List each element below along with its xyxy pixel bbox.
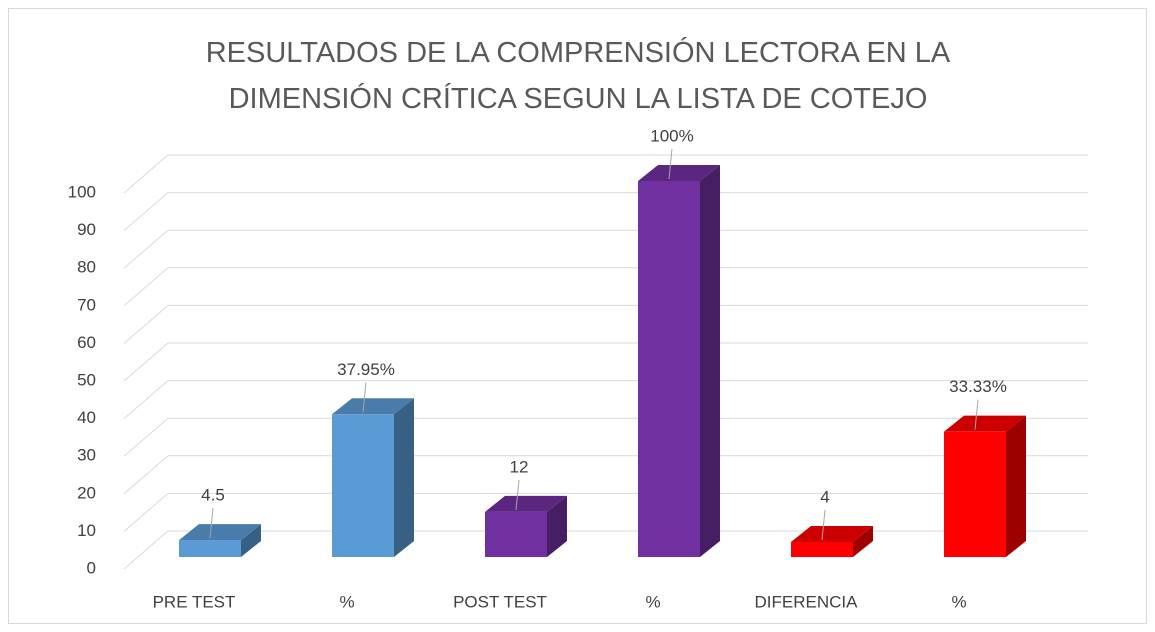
x-tick-label: PRE TEST: [153, 592, 236, 611]
leader-line: [362, 382, 367, 413]
grid-line: [123, 305, 169, 344]
value-label: 100%: [650, 126, 693, 145]
y-tick-label: 30: [77, 446, 96, 465]
leader-line: [209, 508, 214, 539]
bar-side: [853, 525, 873, 557]
bar: [638, 165, 720, 557]
x-tick-label: %: [951, 592, 966, 611]
leader-line: [974, 399, 979, 430]
grid-line: [123, 380, 169, 419]
bar: [944, 415, 1026, 557]
bar-front: [944, 431, 1006, 557]
y-tick-label: 60: [77, 333, 96, 352]
y-tick-label: 0: [87, 558, 96, 577]
grid-line: [123, 342, 169, 382]
value-label: 4: [820, 487, 829, 506]
bar-side: [394, 398, 414, 557]
grid-line: [123, 192, 169, 231]
grid-line: [123, 493, 169, 532]
grid-line: [123, 154, 169, 194]
bar-top: [485, 495, 567, 512]
grid-line: [123, 455, 169, 495]
grid-line: [123, 530, 169, 570]
bar-side: [1006, 415, 1026, 557]
bar-top: [638, 165, 720, 181]
bar-side: [241, 524, 261, 557]
bar-front: [791, 541, 853, 557]
bar-front: [485, 511, 547, 557]
x-tick-label: DIFERENCIA: [755, 592, 859, 611]
bar: [485, 495, 567, 557]
y-tick-label: 50: [77, 370, 96, 389]
x-tick-label: %: [339, 592, 354, 611]
bar-front: [332, 414, 394, 557]
y-tick-label: 80: [77, 258, 96, 277]
value-label: 12: [510, 457, 529, 476]
y-tick-label: 100: [68, 182, 96, 201]
bar: [179, 524, 261, 557]
y-tick-label: 20: [77, 483, 96, 502]
chart-title: RESULTADOS DE LA COMPRENSIÓN LECTORA EN …: [205, 37, 951, 115]
grid-line: [123, 417, 169, 457]
y-tick-label: 70: [77, 295, 96, 314]
y-tick-label: 40: [77, 408, 96, 427]
value-label: 37.95%: [337, 360, 395, 379]
bar-top: [791, 525, 873, 542]
bar-side: [700, 165, 720, 557]
x-tick-label: POST TEST: [453, 592, 547, 611]
leader-line: [515, 479, 520, 510]
bar-front: [179, 540, 241, 557]
bar-top: [332, 398, 414, 415]
bar-front: [638, 181, 700, 557]
value-label: 4.5: [201, 486, 225, 505]
x-tick-label: %: [645, 592, 660, 611]
y-tick-label: 90: [77, 220, 96, 239]
value-label: 33.33%: [949, 377, 1007, 396]
bar: [791, 525, 873, 557]
bar-top: [179, 524, 261, 541]
grid-line: [123, 229, 169, 269]
leader-line: [821, 509, 826, 541]
bar-top: [944, 415, 1026, 432]
leader-line: [668, 148, 673, 180]
y-tick-label: 10: [77, 521, 96, 540]
grid-line: [123, 267, 169, 307]
bar-side: [547, 495, 567, 557]
bar: [332, 398, 414, 557]
